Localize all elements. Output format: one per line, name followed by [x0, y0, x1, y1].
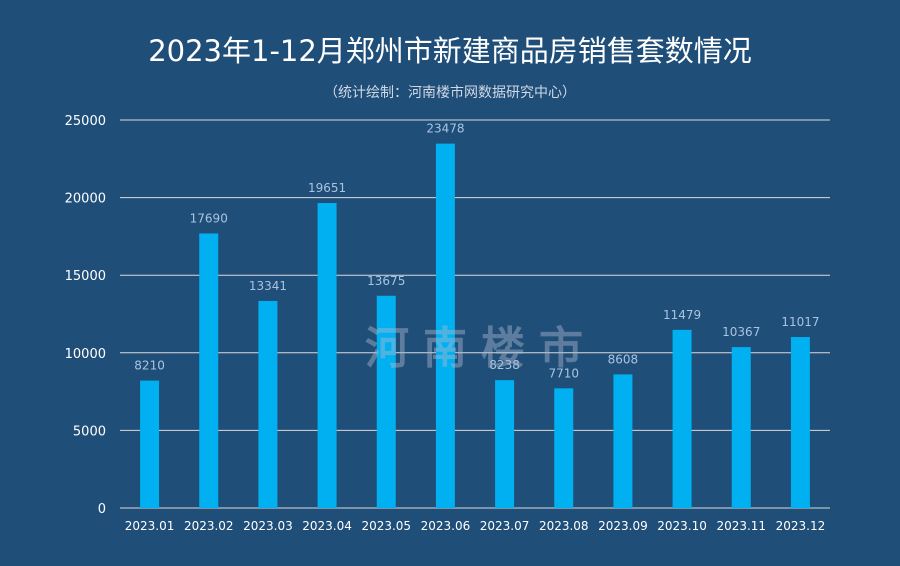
x-tick-label: 2023.02 [184, 519, 234, 533]
bar [554, 388, 574, 508]
bar [731, 347, 751, 508]
bar [258, 300, 278, 508]
y-tick-label: 5000 [73, 424, 106, 439]
x-tick-label: 2023.12 [776, 519, 826, 533]
bar [199, 233, 219, 508]
x-tick-label: 2023.03 [243, 519, 293, 533]
data-label: 11017 [781, 315, 819, 329]
y-tick-label: 20000 [65, 192, 106, 207]
x-tick-label: 2023.06 [421, 519, 471, 533]
x-tick-label: 2023.05 [361, 519, 411, 533]
bar [376, 295, 396, 508]
data-label: 19651 [308, 181, 346, 195]
bar [613, 374, 633, 508]
data-label: 11479 [663, 308, 701, 322]
x-tick-label: 2023.08 [539, 519, 589, 533]
x-tick-label: 2023.07 [480, 519, 530, 533]
bar [672, 329, 692, 508]
bar [790, 337, 810, 508]
x-tick-label: 2023.04 [302, 519, 352, 533]
chart-title: 2023年1-12月郑州市新建商品房销售套数情况 [148, 34, 752, 68]
y-tick-label: 15000 [65, 269, 106, 284]
x-tick-label: 2023.10 [657, 519, 707, 533]
data-label: 8608 [608, 352, 639, 366]
x-tick-label: 2023.11 [716, 519, 766, 533]
x-tick-label: 2023.01 [125, 519, 175, 533]
data-label: 13341 [249, 279, 287, 293]
data-label: 8210 [134, 359, 165, 373]
x-tick-label: 2023.09 [598, 519, 648, 533]
data-label: 23478 [426, 122, 464, 136]
bar [140, 380, 160, 508]
data-label: 7710 [548, 366, 579, 380]
data-label: 10367 [722, 325, 760, 339]
data-label: 13675 [367, 274, 405, 288]
chart-subtitle: （统计绘制：河南楼市网数据研究中心） [324, 85, 576, 101]
y-tick-label: 10000 [65, 347, 106, 362]
data-label: 17690 [190, 211, 228, 225]
bar [435, 143, 455, 508]
watermark-logo: 河南楼市 [365, 323, 597, 374]
bar [495, 380, 515, 508]
y-tick-label: 25000 [65, 114, 106, 129]
bar [317, 203, 337, 508]
y-tick-label: 0 [98, 502, 106, 517]
data-label: 8238 [489, 358, 520, 372]
